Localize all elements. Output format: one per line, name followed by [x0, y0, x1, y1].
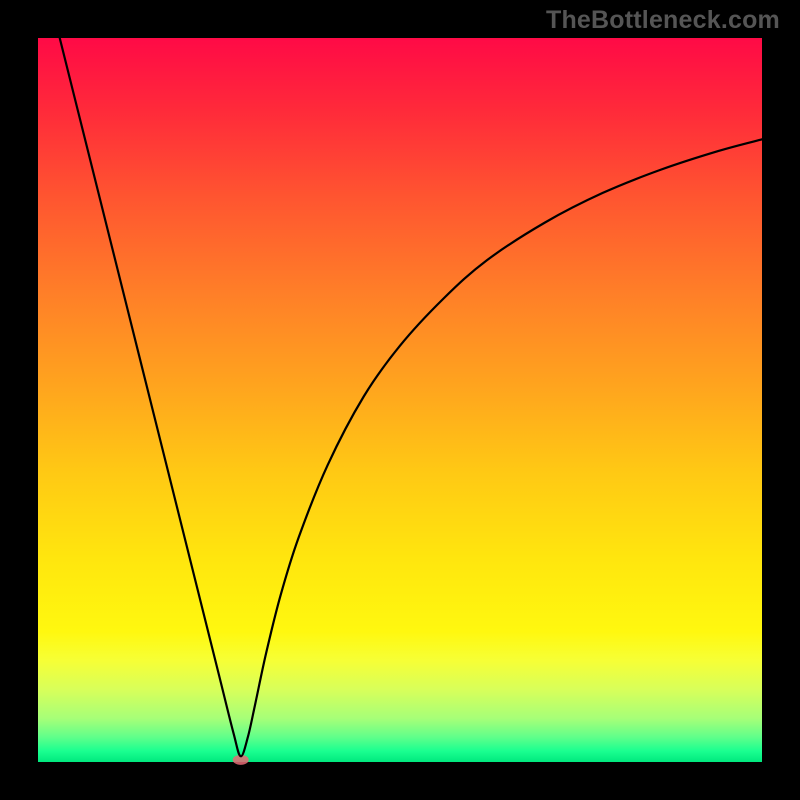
- chart-background: [38, 38, 762, 762]
- watermark-text: TheBottleneck.com: [546, 6, 780, 35]
- chart-frame: TheBottleneck.com: [0, 0, 800, 800]
- bottleneck-chart: [0, 0, 800, 800]
